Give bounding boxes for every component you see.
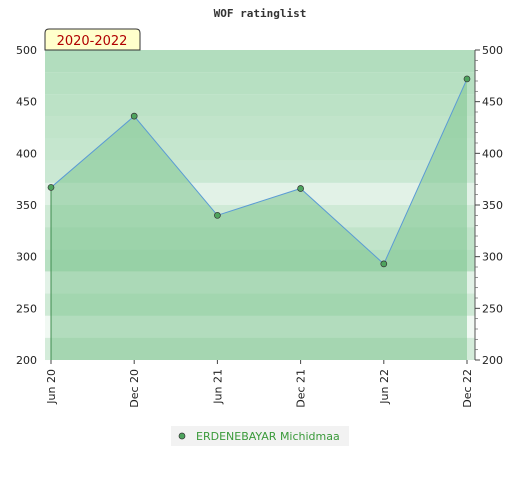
y-axis-left: 200 250 300 350 400 450 500: [16, 44, 37, 367]
x-tick-label: Jun 21: [211, 369, 224, 405]
y-tick-label-right: 300: [482, 251, 503, 264]
x-tick-label: Jun 20: [45, 369, 58, 405]
period-label: 2020-2022: [57, 34, 128, 49]
legend: ERDENEBAYAR Michidmaa: [171, 426, 349, 446]
data-point: [130, 112, 138, 120]
legend-box: [171, 426, 349, 446]
x-tick-label: Dec 21: [295, 369, 308, 408]
data-point: [380, 260, 388, 268]
y-tick-label-left: 350: [16, 199, 37, 212]
x-axis: Jun 20 Dec 20 Jun 21 Dec 21 Jun 22 Dec 22: [45, 360, 474, 408]
background-band: [45, 72, 475, 95]
y-axis-right: 200 250 300 350 400 450 500: [474, 44, 503, 367]
data-point: [463, 75, 471, 83]
background-band: [45, 94, 475, 117]
data-point: [47, 184, 55, 191]
series-line: [50, 78, 468, 265]
x-tick-label: Dec 22: [461, 369, 474, 408]
series-area: [51, 78, 467, 360]
y-tick-label-right: 450: [482, 96, 503, 109]
period-badge-box: [44, 28, 141, 51]
y-tick-label-right: 400: [482, 147, 503, 160]
y-tick-label-right: 250: [482, 302, 503, 315]
y-tick-label-left: 400: [16, 147, 37, 160]
data-point: [297, 185, 304, 192]
chart-title: WOF ratinglist: [214, 7, 307, 20]
background-band: [45, 50, 475, 73]
x-tick-label: Jun 22: [378, 369, 391, 405]
y-tick-label-right: 200: [482, 354, 503, 367]
y-tick-label-right: 500: [482, 44, 503, 57]
series-markers: [47, 75, 471, 268]
y-tick-label-left: 200: [16, 354, 37, 367]
background-band: [45, 116, 475, 139]
data-point: [214, 211, 221, 219]
period-badge: 2020-2022: [44, 28, 141, 51]
y-tick-label-left: 300: [16, 251, 37, 264]
y-tick-label-left: 450: [16, 96, 37, 109]
legend-marker: [178, 432, 186, 440]
y-tick-label-left: 500: [16, 44, 37, 57]
x-tick-label: Dec 20: [128, 369, 141, 408]
y-tick-label-left: 250: [16, 302, 37, 315]
legend-label: ERDENEBAYAR Michidmaa: [196, 430, 340, 443]
y-tick-label-right: 350: [482, 199, 503, 212]
